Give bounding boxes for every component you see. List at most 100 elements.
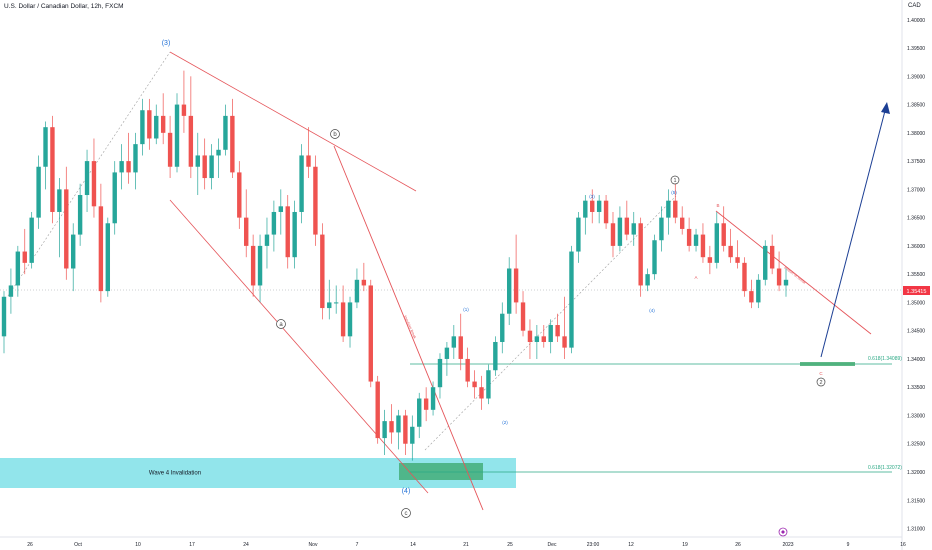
time-tick-label: 19 — [682, 542, 688, 548]
candle-body — [299, 155, 304, 212]
candle-body — [264, 234, 270, 246]
candle-body — [506, 268, 512, 314]
candle-body — [71, 234, 76, 269]
fib-label-upper: 0.618(1.34089) — [868, 356, 902, 362]
time-tick-label: 14 — [410, 542, 416, 548]
target-box — [399, 463, 483, 480]
candle-body — [576, 217, 581, 252]
price-tick-label: 1.36500 — [907, 216, 925, 222]
candle-body — [659, 217, 664, 241]
candle-body — [271, 211, 277, 235]
candle-body — [340, 302, 346, 337]
price-tick-label: 1.36000 — [907, 244, 925, 250]
candle-body — [278, 206, 284, 212]
candle-body — [583, 200, 588, 218]
candle-body — [347, 302, 353, 337]
projection-arrow-line — [820, 106, 887, 358]
impulse-trend-line — [333, 145, 484, 511]
candle-body — [423, 398, 429, 410]
candle-body — [513, 268, 519, 303]
time-tick-label: 21 — [463, 542, 469, 548]
wave-label-3: (3) — [162, 40, 171, 47]
candle-body — [596, 200, 602, 212]
fib-label-lower: 0.618(1.32072) — [868, 465, 902, 471]
time-tick-label: 9 — [847, 542, 850, 548]
candle-body — [700, 234, 706, 258]
price-tick-label: 1.37500 — [907, 159, 925, 165]
candle-body — [126, 161, 131, 173]
candle-body — [320, 234, 325, 309]
candle-body — [458, 336, 463, 359]
price-tick-label: 1.39000 — [907, 74, 925, 80]
candle-body — [230, 115, 235, 173]
candle-body — [562, 336, 567, 348]
candle-body — [188, 115, 194, 167]
candle-body — [160, 115, 166, 133]
candle-body — [292, 211, 297, 258]
candle-body — [417, 398, 422, 427]
candle-body — [714, 223, 719, 263]
candle-body — [686, 228, 692, 246]
price-tick-label: 1.34500 — [907, 329, 925, 335]
candle-body — [112, 172, 117, 224]
candle-body — [257, 245, 263, 286]
candle-body — [313, 166, 318, 235]
wave-label-4: (4) — [402, 488, 411, 495]
candle-body — [673, 200, 678, 218]
candle-body — [209, 155, 214, 179]
candle-body — [486, 370, 491, 399]
candle-body — [8, 285, 14, 297]
candle-body — [36, 166, 41, 218]
descending-trend-line — [715, 210, 872, 335]
timeline-marker[interactable] — [778, 527, 788, 537]
circle-label-2: 2 — [816, 377, 826, 387]
candle-body — [98, 206, 104, 292]
circle-label-a: a — [276, 319, 286, 329]
candle-body — [500, 313, 505, 342]
time-tick-label: 25 — [507, 542, 513, 548]
candle-body — [389, 421, 394, 433]
candle-body — [57, 189, 62, 212]
candle-body — [64, 189, 69, 269]
candle-body — [541, 336, 546, 342]
candle-body — [119, 161, 124, 173]
circle-label-2-text: 2 — [819, 380, 822, 386]
candle-body — [652, 240, 657, 275]
candle-body — [444, 347, 450, 359]
price-badge-text: 1.35415 — [907, 289, 927, 295]
candle-body — [368, 285, 373, 382]
sub-wave-label-3: (3) — [589, 194, 595, 199]
candle-body — [167, 132, 173, 167]
candle-body — [140, 110, 145, 145]
projection-arrow-head — [881, 102, 890, 114]
candle-body — [645, 274, 650, 286]
abc-label-b: B — [716, 203, 719, 208]
candle-body — [29, 217, 34, 263]
circle-label-1: 1 — [670, 175, 680, 185]
circle-label-c-text: c — [405, 511, 408, 517]
candle-body — [479, 387, 484, 399]
candle-body — [679, 217, 685, 229]
symbol-title: U.S. Dollar / Canadian Dollar, 12h, FXCM — [4, 3, 124, 10]
time-tick-label: 2023 — [782, 542, 793, 548]
candle-body — [776, 268, 782, 286]
candle-body — [728, 245, 733, 258]
candle-body — [410, 426, 415, 444]
candle-body — [548, 325, 553, 342]
candle-body — [437, 358, 443, 388]
candle-body — [77, 195, 83, 235]
price-tick-label: 1.33000 — [907, 413, 925, 419]
candle-body — [244, 217, 249, 246]
target-zone-box — [800, 362, 855, 366]
candle-body — [375, 381, 380, 439]
candle-body — [666, 200, 671, 218]
candle-body — [133, 144, 138, 173]
candle-body — [15, 251, 21, 286]
price-tick-label: 1.32000 — [907, 470, 925, 476]
price-tick-label: 1.35500 — [907, 272, 925, 278]
candle-body — [451, 336, 457, 348]
channel-line-upper — [169, 51, 417, 192]
sub-wave-label-1: (1) — [463, 307, 469, 312]
candle-body — [472, 381, 477, 388]
candle-body — [783, 279, 789, 286]
